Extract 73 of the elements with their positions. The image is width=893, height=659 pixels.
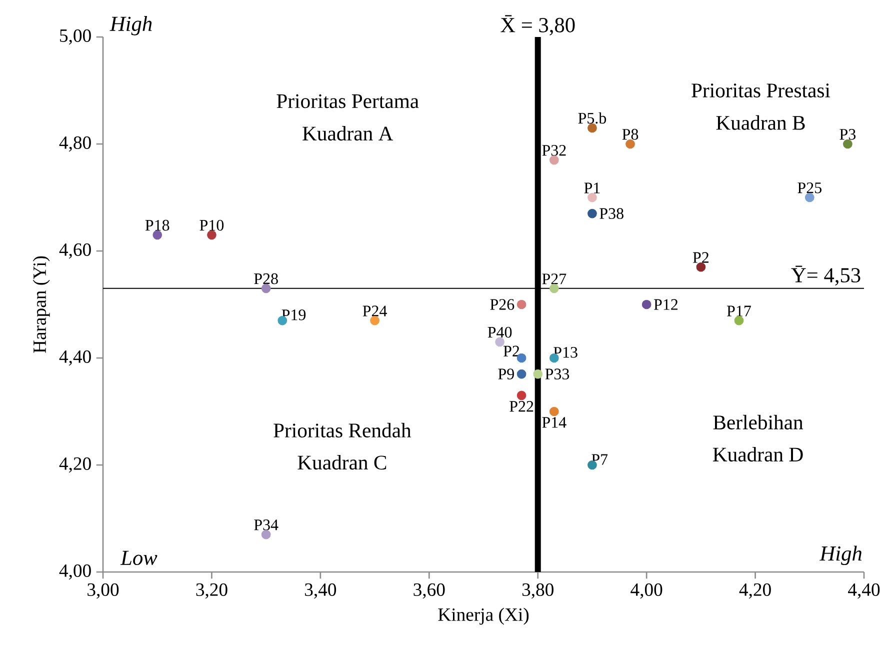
point xyxy=(152,230,162,240)
y-tick-label: 4,20 xyxy=(59,457,91,473)
annotation: Berlebihan xyxy=(713,414,804,430)
y-tick-label: 4,80 xyxy=(59,136,91,152)
annotation: Prioritas Pertama xyxy=(276,94,419,108)
point xyxy=(516,369,526,379)
y-tick-label: 4,40 xyxy=(59,350,91,366)
series-label: P2 xyxy=(692,252,708,263)
point xyxy=(533,369,543,379)
series-label: P32 xyxy=(542,145,566,156)
point xyxy=(516,300,526,310)
y-tick-label: 5,00 xyxy=(60,29,91,45)
series-label: P17 xyxy=(726,306,751,316)
series-label: P38 xyxy=(600,208,624,219)
series-label: P1 xyxy=(584,182,600,194)
series-label: P8 xyxy=(622,128,638,140)
annotation: Prioritas Rendah xyxy=(274,422,412,438)
x-tick-label: 4,20 xyxy=(739,583,771,599)
series-label: P25 xyxy=(798,182,822,194)
x-axis-title: Kinerja (Xi) xyxy=(438,608,529,625)
series-label: P5.b xyxy=(578,112,606,124)
annotation: High xyxy=(820,546,862,566)
annotation: Prioritas Prestasi xyxy=(692,84,830,98)
y-axis-title: Harapan (Yi) xyxy=(32,256,50,353)
point xyxy=(588,208,597,218)
point xyxy=(843,139,852,149)
point xyxy=(370,316,380,326)
series-label: P28 xyxy=(254,273,278,284)
series-label: P18 xyxy=(145,220,170,231)
point xyxy=(642,300,652,310)
x-tick-label: 4,40 xyxy=(848,583,880,599)
x-tick-label: 3,00 xyxy=(88,583,119,599)
series-label: P27 xyxy=(542,274,566,284)
series-label: P12 xyxy=(654,299,678,310)
y-tick-label: 4,00 xyxy=(59,564,91,580)
x-tick-label: 3,40 xyxy=(305,583,336,599)
series-label: P10 xyxy=(200,220,224,231)
series-label: P40 xyxy=(488,326,512,338)
annotation: Kuadran C xyxy=(298,455,386,470)
point xyxy=(549,406,559,416)
x-tick-label: 3,60 xyxy=(414,583,445,599)
point xyxy=(261,284,271,294)
annotation: Kuadran A xyxy=(302,126,394,141)
point xyxy=(626,139,635,149)
series-label: P2 xyxy=(504,346,520,356)
series-label: P9 xyxy=(498,368,514,380)
point xyxy=(588,192,597,202)
point xyxy=(696,262,706,272)
annotation: Low xyxy=(120,550,158,566)
point xyxy=(588,123,597,133)
x-tick-label: 3,20 xyxy=(196,583,228,599)
point xyxy=(549,155,559,165)
point xyxy=(549,284,559,294)
series-label: P26 xyxy=(490,299,514,310)
series-label: P14 xyxy=(542,417,566,428)
point xyxy=(516,390,526,400)
annotation: Kuadran B xyxy=(716,115,805,130)
point xyxy=(261,530,271,540)
text: High xyxy=(110,16,152,36)
point xyxy=(207,230,216,240)
series-label: P22 xyxy=(510,401,534,412)
ref-line-label: Ȳ= 4,53 xyxy=(791,266,860,286)
point xyxy=(804,192,814,202)
y-tick-label: 4,60 xyxy=(59,243,91,259)
series-label: P33 xyxy=(545,368,570,380)
series-label: P34 xyxy=(254,520,278,530)
ref-line-label: X̄ = 3,80 xyxy=(500,15,575,36)
series-label: P24 xyxy=(362,306,387,316)
series-label: P3 xyxy=(840,128,856,140)
x-tick-label: 4,00 xyxy=(630,583,662,599)
x-tick-label: 3,80 xyxy=(522,583,554,599)
annotation: Kuadran D xyxy=(712,447,803,462)
point xyxy=(734,316,744,326)
